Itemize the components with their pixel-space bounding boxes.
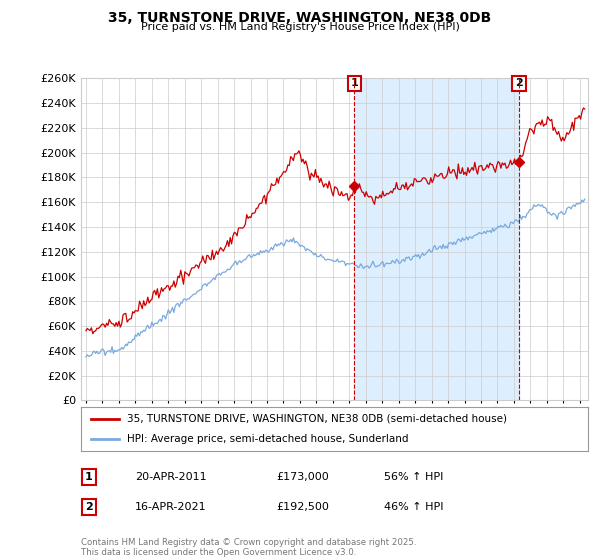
Text: Contains HM Land Registry data © Crown copyright and database right 2025.
This d: Contains HM Land Registry data © Crown c…: [81, 538, 416, 557]
Text: 20-APR-2011: 20-APR-2011: [135, 472, 206, 482]
Text: 35, TURNSTONE DRIVE, WASHINGTON, NE38 0DB (semi-detached house): 35, TURNSTONE DRIVE, WASHINGTON, NE38 0D…: [127, 414, 506, 424]
Text: £192,500: £192,500: [276, 502, 329, 512]
Text: 56% ↑ HPI: 56% ↑ HPI: [384, 472, 443, 482]
Text: 46% ↑ HPI: 46% ↑ HPI: [384, 502, 443, 512]
Text: HPI: Average price, semi-detached house, Sunderland: HPI: Average price, semi-detached house,…: [127, 434, 408, 444]
Text: 35, TURNSTONE DRIVE, WASHINGTON, NE38 0DB: 35, TURNSTONE DRIVE, WASHINGTON, NE38 0D…: [109, 11, 491, 25]
Text: Price paid vs. HM Land Registry's House Price Index (HPI): Price paid vs. HM Land Registry's House …: [140, 22, 460, 32]
Text: 1: 1: [85, 472, 92, 482]
Text: 16-APR-2021: 16-APR-2021: [135, 502, 206, 512]
Bar: [354, 78, 519, 400]
Text: £173,000: £173,000: [276, 472, 329, 482]
Text: 1: 1: [350, 78, 358, 88]
Text: 2: 2: [515, 78, 523, 88]
Text: 2: 2: [85, 502, 92, 512]
